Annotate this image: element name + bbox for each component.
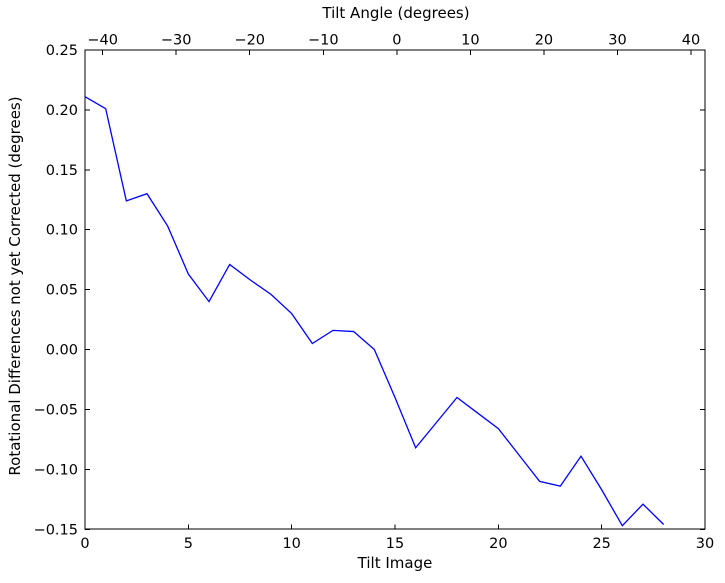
bottom-tick-label: 25 <box>592 536 610 552</box>
y-axis-label: Rotational Differences not yet Corrected… <box>6 96 24 475</box>
left-tick-label: −0.15 <box>34 522 78 538</box>
top-axis-ticks: −40 −30 −20 −10 0 10 20 30 40 <box>87 33 700 55</box>
top-tick-label: −30 <box>161 33 192 49</box>
plot-border <box>84 49 706 530</box>
bottom-tick-label: 30 <box>696 536 714 552</box>
top-tick-label: 30 <box>608 33 626 49</box>
top-tick-label: −10 <box>308 33 339 49</box>
top-tick-label: 40 <box>682 33 700 49</box>
bottom-tick-label: 15 <box>386 536 404 552</box>
top-tick-label: 10 <box>461 33 479 49</box>
data-line <box>84 96 665 527</box>
left-axis-ticks: 0.25 0.20 0.15 0.10 0.05 0.00 −0.05 −0.10 −0.15 <box>34 43 90 538</box>
top-tick-label: −40 <box>87 33 118 49</box>
left-tick-label: 0.05 <box>46 283 78 299</box>
left-tick-label: 0.15 <box>46 163 78 179</box>
bottom-tick-label: 10 <box>282 536 300 552</box>
bottom-tick-label: 20 <box>489 536 507 552</box>
right-axis-ticks <box>700 49 705 530</box>
left-tick-label: 0.20 <box>46 103 78 119</box>
bottom-tick-label: 0 <box>80 536 89 552</box>
bottom-tick-label: 5 <box>184 536 193 552</box>
x-axis-label: Tilt Image <box>357 554 433 572</box>
left-tick-label: 0.00 <box>46 343 78 359</box>
top-axis-title: Tilt Angle (degrees) <box>321 4 469 22</box>
bottom-axis-ticks: 0 5 10 15 20 25 30 <box>80 524 714 552</box>
top-tick-label: 0 <box>392 33 401 49</box>
left-tick-label: 0.25 <box>46 43 78 59</box>
left-tick-label: −0.05 <box>34 402 78 418</box>
left-tick-label: −0.10 <box>34 462 78 478</box>
top-tick-label: −20 <box>234 33 265 49</box>
top-tick-label: 20 <box>535 33 553 49</box>
left-tick-label: 0.10 <box>46 223 78 239</box>
